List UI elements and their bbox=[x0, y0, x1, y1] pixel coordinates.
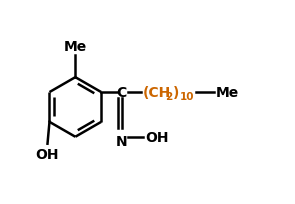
Text: OH: OH bbox=[145, 130, 168, 144]
Text: Me: Me bbox=[216, 86, 239, 100]
Text: (CH: (CH bbox=[143, 86, 171, 100]
Text: Me: Me bbox=[64, 40, 87, 54]
Text: OH: OH bbox=[36, 147, 59, 161]
Text: 10: 10 bbox=[180, 92, 194, 102]
Text: 2: 2 bbox=[165, 92, 172, 102]
Text: N: N bbox=[115, 134, 127, 148]
Text: C: C bbox=[116, 86, 126, 100]
Text: ): ) bbox=[173, 86, 179, 100]
